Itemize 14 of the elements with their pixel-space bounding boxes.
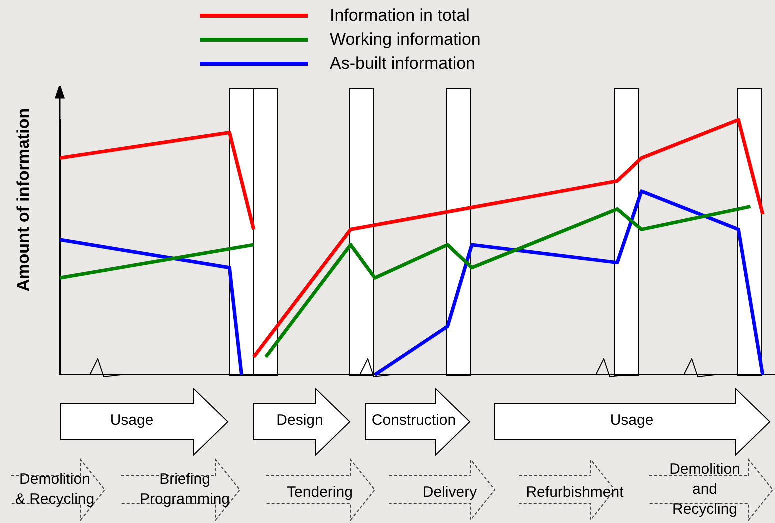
text: Delivery [422,483,478,503]
text: Refurbishment [526,483,624,503]
text: Usage [610,411,654,431]
text: Tendering [287,483,353,503]
text: Briefing Programming [140,470,230,510]
text: Demolition & Recycling [15,470,95,510]
text: Design [276,411,324,431]
text: Usage [110,411,154,431]
text: Demolition and Recycling [670,460,740,520]
text: Construction [372,411,456,431]
text: Information in total [330,6,470,26]
text: As-built information [330,54,476,74]
text: Working information [330,30,481,50]
y-axis-title: Amount of information [14,108,34,292]
